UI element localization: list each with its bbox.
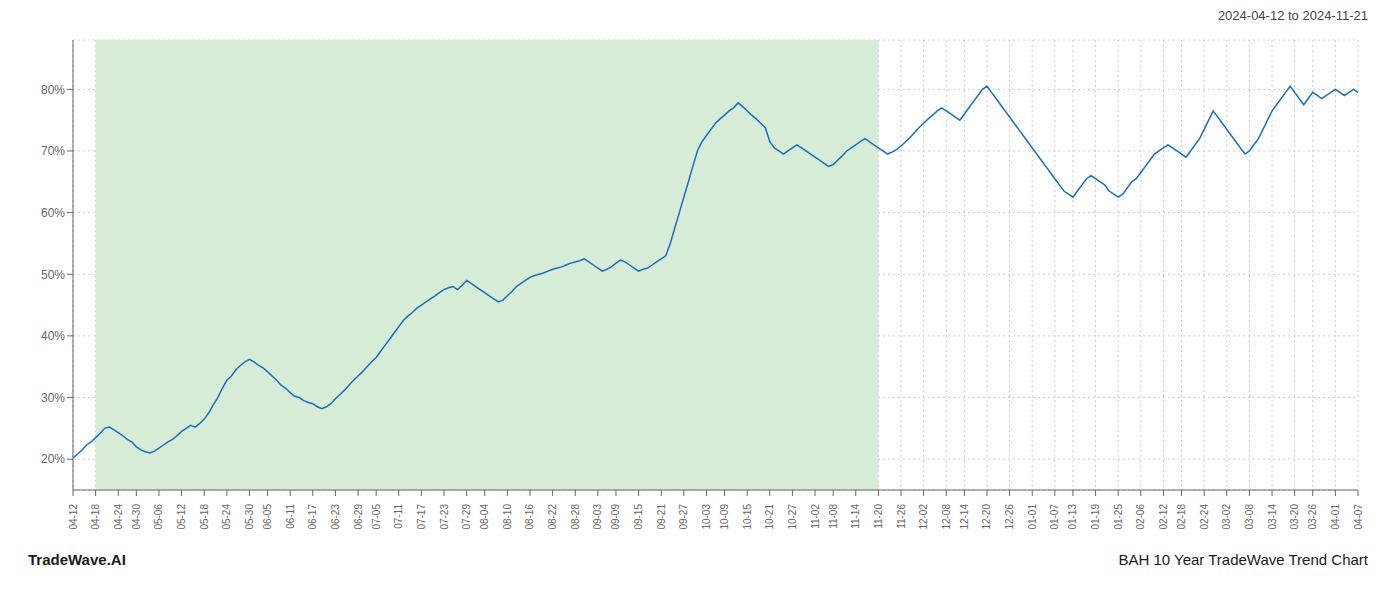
svg-text:11-14: 11-14	[850, 504, 861, 529]
svg-text:05-18: 05-18	[199, 504, 210, 530]
html-text:TradeWave.AI: TradeWave.AI	[28, 551, 126, 568]
svg-text:11-08: 11-08	[828, 504, 839, 529]
svg-text:09-09: 09-09	[610, 504, 621, 530]
svg-text:07-05: 07-05	[371, 504, 382, 530]
svg-text:05-06: 05-06	[153, 504, 164, 530]
svg-text:08-22: 08-22	[547, 504, 558, 530]
svg-text:05-30: 05-30	[244, 504, 255, 530]
svg-text:03-02: 03-02	[1221, 504, 1232, 530]
svg-text:06-23: 06-23	[330, 504, 341, 530]
svg-text:10-09: 10-09	[719, 504, 730, 530]
svg-text:40%: 40%	[41, 329, 65, 343]
svg-text:11-20: 11-20	[873, 504, 884, 529]
svg-text:11-02: 11-02	[810, 504, 821, 529]
svg-text:20%: 20%	[41, 452, 65, 466]
svg-text:02-18: 02-18	[1176, 504, 1187, 530]
svg-text:07-11: 07-11	[393, 504, 404, 529]
svg-text:01-01: 01-01	[1027, 504, 1038, 530]
svg-text:03-14: 03-14	[1267, 504, 1278, 530]
svg-text:05-24: 05-24	[221, 504, 232, 530]
html-text:BAH 10 Year TradeWave Trend Ch: BAH 10 Year TradeWave Trend Chart	[1118, 551, 1368, 568]
svg-text:01-19: 01-19	[1090, 504, 1101, 530]
svg-text:02-12: 02-12	[1158, 504, 1169, 530]
svg-text:11-26: 11-26	[896, 504, 907, 529]
svg-text:06-17: 06-17	[307, 504, 318, 530]
svg-text:02-24: 02-24	[1199, 504, 1210, 530]
svg-text:12-14: 12-14	[959, 504, 970, 530]
svg-text:12-26: 12-26	[1004, 504, 1015, 530]
svg-text:50%: 50%	[41, 268, 65, 282]
svg-text:03-20: 03-20	[1289, 504, 1300, 530]
svg-text:03-08: 03-08	[1244, 504, 1255, 530]
svg-text:04-30: 04-30	[131, 504, 142, 530]
svg-text:10-15: 10-15	[742, 504, 753, 530]
svg-text:03-26: 03-26	[1307, 504, 1318, 530]
svg-text:70%: 70%	[41, 144, 65, 158]
svg-text:04-12: 04-12	[68, 504, 79, 530]
svg-text:07-17: 07-17	[416, 504, 427, 530]
svg-text:06-11: 06-11	[285, 504, 296, 529]
html-text:2024-04-12 to 2024-11-21: 2024-04-12 to 2024-11-21	[1217, 8, 1368, 23]
svg-text:02-06: 02-06	[1135, 504, 1146, 530]
svg-text:08-10: 08-10	[502, 504, 513, 530]
svg-text:06-05: 06-05	[262, 504, 273, 530]
svg-text:09-15: 09-15	[633, 504, 644, 530]
svg-text:80%: 80%	[41, 83, 65, 97]
svg-text:09-03: 09-03	[592, 504, 603, 530]
svg-text:12-02: 12-02	[918, 504, 929, 530]
svg-text:12-20: 12-20	[981, 504, 992, 530]
svg-text:01-13: 01-13	[1067, 504, 1078, 530]
svg-text:09-21: 09-21	[656, 504, 667, 530]
svg-text:08-28: 08-28	[570, 504, 581, 530]
svg-text:08-16: 08-16	[524, 504, 535, 530]
svg-text:60%: 60%	[41, 206, 65, 220]
svg-text:04-24: 04-24	[113, 504, 124, 530]
svg-text:10-27: 10-27	[787, 504, 798, 530]
svg-text:09-27: 09-27	[678, 504, 689, 530]
svg-text:01-07: 01-07	[1049, 504, 1060, 530]
svg-text:30%: 30%	[41, 391, 65, 405]
svg-text:08-04: 08-04	[479, 504, 490, 530]
svg-text:01-25: 01-25	[1113, 504, 1124, 530]
svg-text:04-18: 04-18	[90, 504, 101, 530]
svg-text:05-12: 05-12	[176, 504, 187, 530]
svg-text:06-29: 06-29	[353, 504, 364, 530]
svg-text:07-23: 07-23	[439, 504, 450, 530]
svg-text:04-07: 04-07	[1353, 504, 1364, 530]
svg-text:04-01: 04-01	[1330, 504, 1341, 530]
svg-text:10-03: 10-03	[701, 504, 712, 530]
svg-text:10-21: 10-21	[764, 504, 775, 530]
svg-text:12-08: 12-08	[941, 504, 952, 530]
svg-text:07-29: 07-29	[461, 504, 472, 530]
